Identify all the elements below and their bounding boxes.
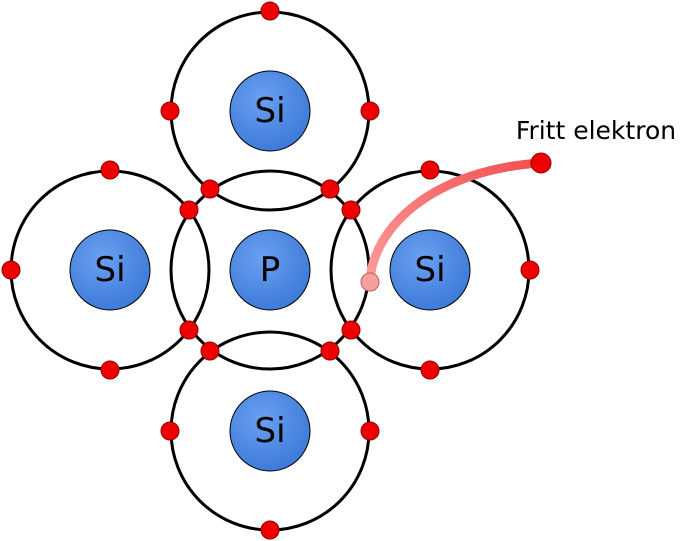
atom-left: Si	[69, 229, 151, 311]
nucleus-right	[389, 229, 471, 311]
atom-center: P	[229, 229, 311, 311]
electron	[1, 260, 21, 280]
bond-electron	[200, 179, 220, 199]
atom-center-label: P	[260, 250, 281, 290]
atom-left-label: Si	[94, 250, 125, 290]
bond-electron	[341, 320, 361, 340]
bond-electron	[200, 341, 220, 361]
electron	[520, 260, 540, 280]
free-electron	[360, 272, 380, 292]
electron	[100, 160, 120, 180]
nucleus-top	[229, 70, 311, 152]
atom-bottom-label: Si	[254, 411, 285, 451]
electron	[160, 101, 180, 121]
bond-electron	[320, 341, 340, 361]
electron	[420, 360, 440, 380]
electron	[100, 360, 120, 380]
nucleus-center	[229, 229, 311, 311]
free-electron-label: Fritt elektron	[516, 116, 676, 145]
bond-electron	[320, 179, 340, 199]
electron	[420, 160, 440, 180]
atom-right-label: Si	[414, 250, 445, 290]
free-electron-endpoint	[530, 152, 552, 174]
atom-top: Si	[229, 70, 311, 152]
atom-right: Si	[389, 229, 471, 311]
nucleus-left	[69, 229, 151, 311]
electron	[260, 1, 280, 21]
bond-electron	[179, 320, 199, 340]
nucleus-bottom	[229, 390, 311, 472]
electron	[260, 520, 280, 540]
valence-electrons	[1, 1, 552, 540]
free-electron-trail	[365, 158, 546, 287]
bond-electron	[341, 200, 361, 220]
electron	[360, 101, 380, 121]
nuclei: Si Si P Si Si	[69, 70, 471, 472]
atom-bottom: Si	[229, 390, 311, 472]
bond-electron	[179, 200, 199, 220]
atom-top-label: Si	[254, 91, 285, 131]
electron	[160, 421, 180, 441]
electron	[360, 421, 380, 441]
